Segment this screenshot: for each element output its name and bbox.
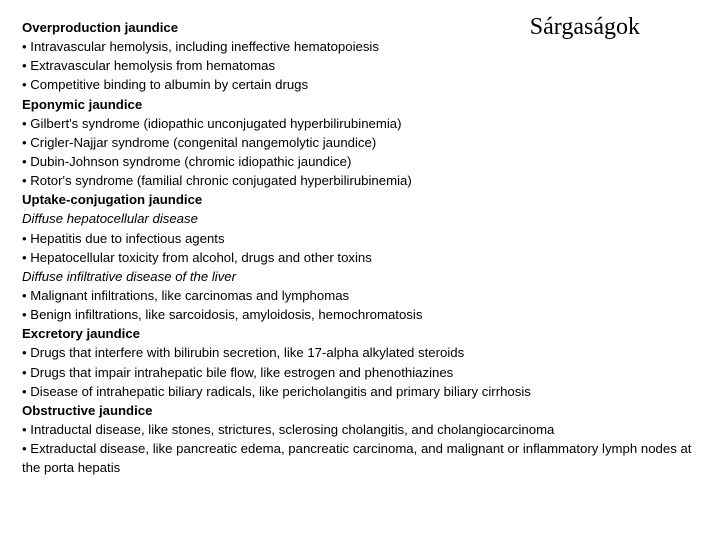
body-line: Excretory jaundice	[22, 324, 698, 343]
body-line: Diffuse infiltrative disease of the live…	[22, 267, 698, 286]
body-line: Obstructive jaundice	[22, 401, 698, 420]
body-line: • Extraductal disease, like pancreatic e…	[22, 439, 698, 477]
body-line: • Drugs that interfere with bilirubin se…	[22, 343, 698, 362]
slide-title: Sárgaságok	[530, 14, 640, 41]
slide-body: Overproduction jaundice• Intravascular h…	[22, 18, 698, 477]
body-line: • Rotor's syndrome (familial chronic con…	[22, 171, 698, 190]
body-line: • Dubin-Johnson syndrome (chromic idiopa…	[22, 152, 698, 171]
body-line: • Intraductal disease, like stones, stri…	[22, 420, 698, 439]
body-line: • Disease of intrahepatic biliary radica…	[22, 382, 698, 401]
body-line: • Benign infiltrations, like sarcoidosis…	[22, 305, 698, 324]
body-line: • Competitive binding to albumin by cert…	[22, 75, 698, 94]
slide: Sárgaságok Overproduction jaundice• Intr…	[0, 0, 720, 540]
body-line: • Malignant infiltrations, like carcinom…	[22, 286, 698, 305]
body-line: • Hepatocellular toxicity from alcohol, …	[22, 248, 698, 267]
body-line: • Drugs that impair intrahepatic bile fl…	[22, 363, 698, 382]
body-line: • Extravascular hemolysis from hematomas	[22, 56, 698, 75]
body-line: Diffuse hepatocellular disease	[22, 209, 698, 228]
body-line: Uptake-conjugation jaundice	[22, 190, 698, 209]
body-line: • Gilbert's syndrome (idiopathic unconju…	[22, 114, 698, 133]
body-line: Eponymic jaundice	[22, 95, 698, 114]
body-line: • Hepatitis due to infectious agents	[22, 229, 698, 248]
body-line: • Crigler-Najjar syndrome (congenital na…	[22, 133, 698, 152]
